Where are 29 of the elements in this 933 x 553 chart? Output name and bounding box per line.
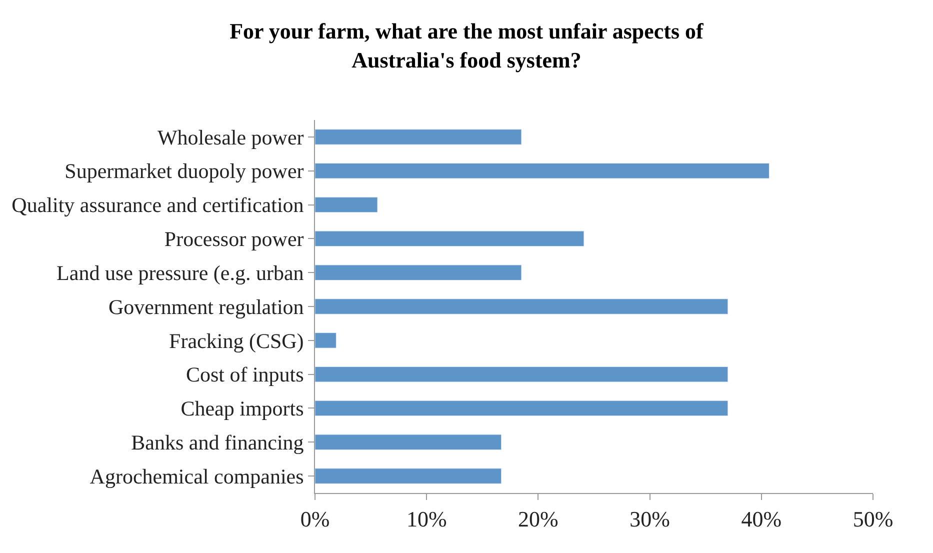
x-tick-label: 0% bbox=[300, 506, 330, 532]
y-tick-label: Cost of inputs bbox=[186, 362, 304, 387]
bar bbox=[315, 400, 728, 416]
y-tick-label: Supermarket duopoly power bbox=[64, 159, 304, 184]
y-tick-label: Agrochemical companies bbox=[90, 464, 304, 488]
x-tick-label: 10% bbox=[406, 506, 447, 532]
bar bbox=[315, 162, 770, 179]
y-tick-label: Wholesale power bbox=[157, 125, 304, 150]
bar bbox=[315, 196, 378, 213]
y-tick-label: Land use pressure (e.g. urban bbox=[56, 260, 304, 285]
bar bbox=[315, 332, 336, 348]
bar bbox=[315, 129, 522, 145]
chart-title: For your farm, what are the most unfair aspects of Australia's food system? bbox=[230, 18, 704, 72]
y-tick-label: Quality assurance and certification bbox=[12, 193, 304, 218]
bar bbox=[315, 230, 584, 247]
bar bbox=[315, 434, 502, 450]
bar bbox=[315, 298, 728, 314]
y-tick-label: Cheap imports bbox=[180, 396, 304, 421]
x-tick-label: 50% bbox=[852, 506, 894, 532]
y-tick-label: Processor power bbox=[164, 227, 304, 252]
y-tick-label: Government regulation bbox=[108, 294, 304, 319]
x-tick-label: 30% bbox=[630, 506, 670, 532]
y-tick-label: Fracking (CSG) bbox=[169, 328, 304, 353]
x-tick-label: 40% bbox=[741, 506, 782, 532]
bar bbox=[315, 264, 522, 280]
bar bbox=[315, 366, 728, 382]
x-tick-label: 20% bbox=[518, 506, 558, 532]
y-tick-label: Banks and financing bbox=[131, 430, 304, 454]
bar bbox=[315, 468, 502, 484]
